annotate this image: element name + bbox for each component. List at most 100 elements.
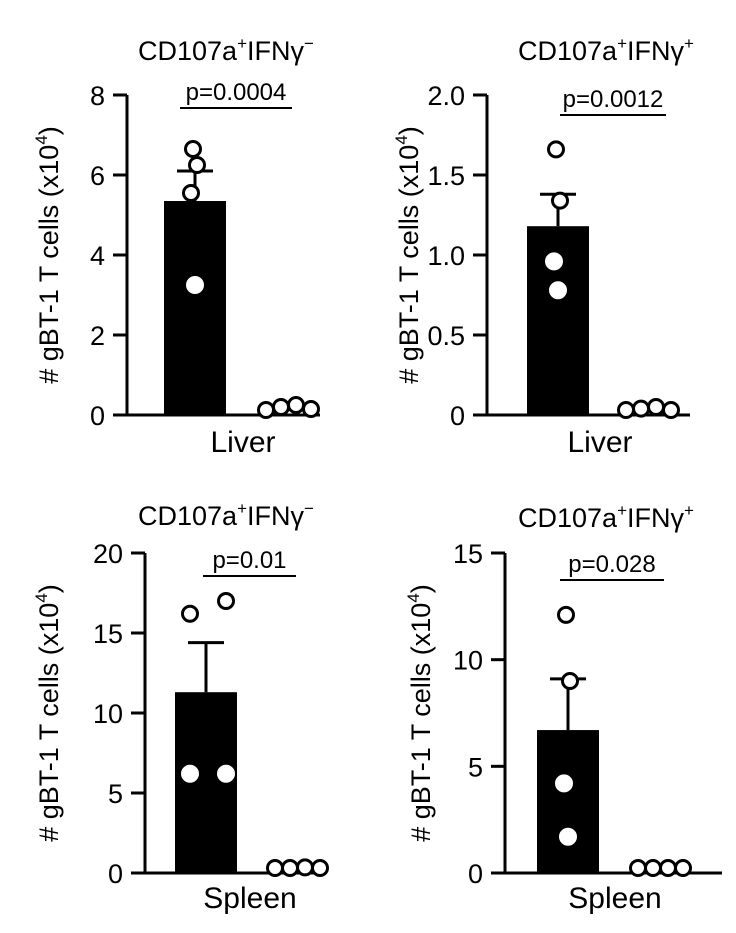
y-tick-label: 5 bbox=[108, 779, 123, 809]
title-base: CD107a bbox=[138, 501, 238, 531]
y-axis-label: # gBT-1 T cells (x104) bbox=[32, 126, 64, 384]
title-sup: + bbox=[617, 501, 627, 520]
data-point bbox=[551, 191, 569, 210]
data-point bbox=[557, 605, 575, 624]
title-mid: IFNγ bbox=[627, 503, 684, 533]
data-point bbox=[302, 400, 320, 418]
title-mid: IFNγ bbox=[247, 36, 304, 66]
y-tick-label: 0 bbox=[450, 401, 465, 431]
y-tick-label: 8 bbox=[90, 81, 105, 111]
y-axis-label: # gBT-1 T cells (x104) bbox=[404, 584, 436, 842]
data-point bbox=[217, 592, 235, 610]
chart-title: CD107a+IFNγ− bbox=[138, 499, 314, 531]
y-tick-label: 5 bbox=[468, 752, 483, 782]
y-tick-label: 1.5 bbox=[427, 161, 465, 191]
x-axis-label: Spleen bbox=[203, 882, 296, 915]
p-value-label: p=0.01 bbox=[212, 547, 286, 574]
data-point bbox=[617, 401, 635, 419]
y-tick-label: 2 bbox=[90, 321, 105, 351]
chart-title: CD107a+IFNγ+ bbox=[518, 34, 694, 66]
x-axis-label: Spleen bbox=[568, 882, 661, 915]
data-point bbox=[674, 859, 692, 877]
data-point bbox=[181, 764, 199, 783]
y-tick-label: 10 bbox=[93, 699, 123, 729]
title-sup: + bbox=[237, 499, 247, 518]
title-mid: IFNγ bbox=[627, 36, 684, 66]
x-axis-label: Liver bbox=[567, 426, 632, 459]
title-sup: − bbox=[304, 34, 314, 53]
title-base: CD107a bbox=[518, 36, 618, 66]
y-axis-label: # gBT-1 T cells (x104) bbox=[392, 126, 424, 384]
chart-panel-1: CD107a+IFNγ−# gBT-1 T cells (x104)02468L… bbox=[32, 34, 320, 459]
x-axis-label: Liver bbox=[210, 426, 275, 459]
y-tick-label: 4 bbox=[90, 241, 105, 271]
ylabel-close: ) bbox=[34, 584, 64, 593]
title-sup: + bbox=[684, 501, 694, 520]
data-point bbox=[632, 399, 650, 418]
y-tick-label: 0 bbox=[468, 859, 483, 889]
data-point bbox=[257, 401, 275, 419]
chart-panel-2: CD107a+IFNγ+# gBT-1 T cells (x104)00.51.… bbox=[392, 34, 694, 459]
y-tick-label: 20 bbox=[93, 539, 123, 569]
ylabel-close: ) bbox=[394, 126, 424, 135]
data-point bbox=[217, 764, 235, 783]
data-point bbox=[561, 672, 579, 690]
data-point bbox=[647, 398, 665, 416]
title-base: CD107a bbox=[138, 36, 238, 66]
p-value-label: p=0.0004 bbox=[186, 79, 287, 106]
title-sup: − bbox=[304, 499, 314, 518]
data-point bbox=[559, 827, 577, 846]
ylabel-main: # gBT-1 T cells (x10 bbox=[34, 145, 64, 384]
y-tick-label: 15 bbox=[93, 619, 123, 649]
data-point bbox=[644, 859, 662, 877]
ylabel-sup: 4 bbox=[32, 135, 51, 144]
ylabel-main: # gBT-1 T cells (x10 bbox=[394, 145, 424, 384]
chart-title: CD107a+IFNγ− bbox=[138, 34, 314, 66]
data-point bbox=[555, 774, 573, 793]
y-axis-label: # gBT-1 T cells (x104) bbox=[32, 584, 64, 842]
ylabel-close: ) bbox=[406, 584, 436, 593]
y-tick-label: 0 bbox=[90, 401, 105, 431]
ylabel-close: ) bbox=[34, 126, 64, 135]
data-point bbox=[188, 156, 206, 174]
data-point bbox=[181, 604, 199, 623]
title-base: CD107a bbox=[518, 503, 618, 533]
data-point bbox=[184, 140, 202, 158]
ylabel-main: # gBT-1 T cells (x10 bbox=[406, 603, 436, 842]
y-tick-label: 1.0 bbox=[427, 241, 465, 271]
y-tick-label: 6 bbox=[90, 161, 105, 191]
chart-panel-3: CD107a+IFNγ− # gBT-1 T cells (x104) 0 5 10 15… bbox=[32, 499, 329, 915]
data-point bbox=[182, 184, 200, 202]
data-point bbox=[662, 401, 680, 419]
title-mid: IFNγ bbox=[247, 501, 304, 531]
title-sup: + bbox=[684, 34, 694, 53]
y-tick-label: 15 bbox=[453, 539, 483, 569]
data-point bbox=[659, 859, 677, 877]
ylabel-sup: 4 bbox=[32, 593, 51, 602]
ylabel-sup: 4 bbox=[404, 593, 423, 602]
chart-panel-4: CD107a+IFNγ+# gBT-1 T cells (x104)051015… bbox=[404, 501, 722, 915]
data-point bbox=[311, 859, 329, 877]
y-tick-label: 0.5 bbox=[427, 321, 465, 351]
y-tick-label: 10 bbox=[453, 646, 483, 676]
p-value-label: p=0.028 bbox=[568, 551, 655, 578]
ylabel-sup: 4 bbox=[392, 135, 411, 144]
y-tick-label: 2.0 bbox=[427, 81, 465, 111]
chart-title: CD107a+IFNγ+ bbox=[518, 501, 694, 533]
data-point bbox=[296, 858, 314, 877]
data-point bbox=[545, 252, 563, 271]
data-point bbox=[549, 281, 567, 300]
p-value-label: p=0.0012 bbox=[563, 86, 664, 113]
data-point bbox=[629, 859, 647, 877]
data-point bbox=[266, 859, 284, 877]
y-tick-label: 0 bbox=[108, 859, 123, 889]
data-point bbox=[186, 276, 204, 294]
bar bbox=[537, 730, 599, 873]
title-sup: + bbox=[237, 34, 247, 53]
data-point bbox=[287, 396, 305, 414]
title-sup: + bbox=[617, 34, 627, 53]
data-point bbox=[272, 398, 290, 416]
data-point bbox=[547, 140, 565, 159]
data-point bbox=[281, 859, 299, 877]
